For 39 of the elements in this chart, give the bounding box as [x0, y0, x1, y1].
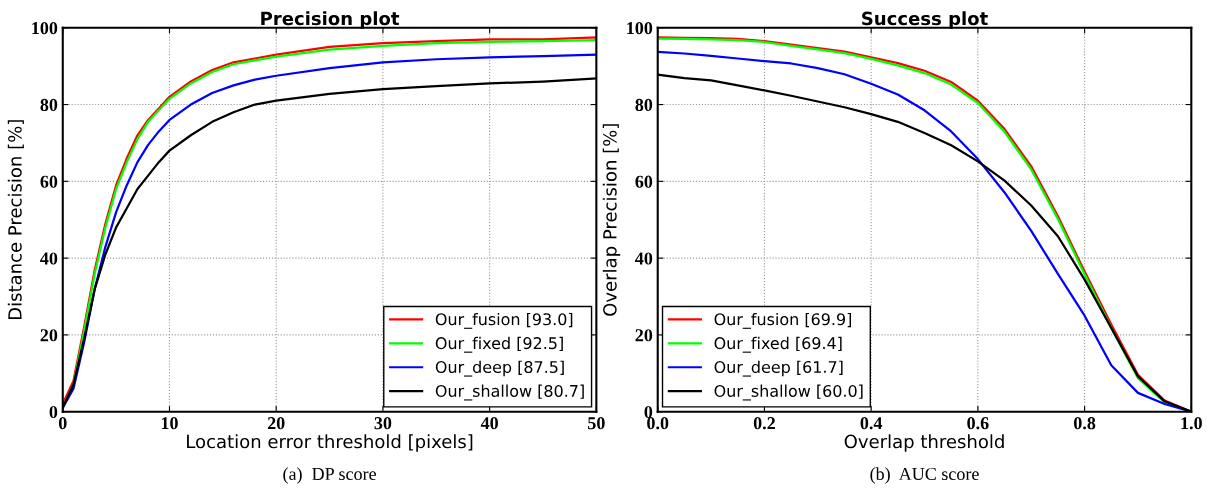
- y-tick-label: 20: [635, 329, 653, 342]
- legend-label: Our_deep [61.7]: [714, 360, 843, 377]
- y-tick-label: 60: [635, 175, 653, 188]
- text: (b) AUC score: [870, 467, 979, 484]
- y-tick-label: 0: [49, 405, 58, 419]
- legend-label: Our_fusion [69.9]: [714, 312, 851, 329]
- y-tick-label: 60: [40, 175, 58, 188]
- y-tick-label: 100: [32, 22, 58, 35]
- y-axis-title: Overlap Precision [%]: [602, 124, 621, 316]
- x-axis-title: Location error threshold [pixels]: [187, 434, 473, 452]
- legend-label: Our_fusion [93.0]: [435, 312, 573, 329]
- legend-label: Our_fixed [92.5]: [435, 336, 563, 353]
- x-tick-label: 0.2: [753, 417, 775, 430]
- x-tick-label: 40: [480, 417, 498, 430]
- x-tick-label: 0.0: [647, 417, 669, 430]
- y-tick-label: 40: [40, 252, 58, 265]
- x-tick-label: 10: [161, 417, 178, 430]
- x-tick-label: 30: [374, 417, 392, 430]
- chart-title: Success plot: [862, 11, 988, 29]
- legend-label: Our_deep [87.5]: [435, 360, 564, 377]
- text: (a) DP score: [283, 467, 376, 484]
- chart-title: Precision plot: [261, 11, 400, 29]
- y-axis-title: Distance Precision [%]: [7, 120, 24, 320]
- x-tick-label: 20: [267, 417, 285, 430]
- x-tick-label: 0: [58, 417, 67, 430]
- x-tick-label: 0.6: [967, 417, 989, 430]
- y-tick-label: 20: [40, 329, 58, 342]
- x-tick-label: 50: [588, 417, 605, 430]
- y-tick-label: 80: [40, 98, 58, 111]
- legend-label: Our_shallow [60.0]: [714, 384, 863, 401]
- y-tick-label: 80: [635, 98, 653, 111]
- x-tick-label: 1.0: [1181, 417, 1202, 430]
- x-tick-label: 0.8: [1073, 417, 1096, 430]
- legend-label: Our_shallow [80.7]: [435, 384, 584, 401]
- y-tick-label: 40: [635, 252, 653, 265]
- y-tick-label: 100: [627, 22, 653, 35]
- x-tick-label: 0.4: [860, 417, 883, 430]
- legend-label: Our_fixed [69.4]: [714, 336, 842, 353]
- x-axis-title: Overlap threshold: [844, 434, 1004, 452]
